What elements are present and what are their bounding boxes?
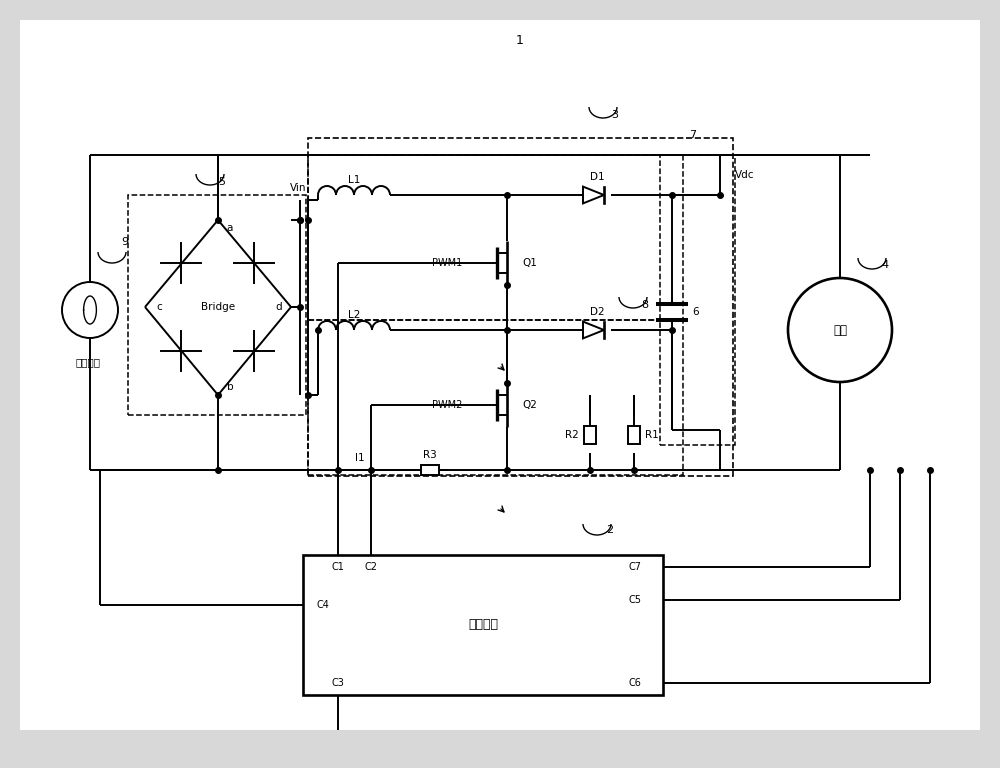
Text: 9: 9 (121, 237, 129, 247)
Text: c: c (156, 302, 162, 312)
Text: 主控芯片: 主控芯片 (468, 618, 498, 631)
Bar (584, 426, 596, 444)
Bar (308, 155, 683, 320)
Text: Vdc: Vdc (735, 170, 755, 180)
Text: 4: 4 (881, 260, 889, 270)
Text: L2: L2 (348, 310, 360, 320)
Text: I1: I1 (355, 453, 365, 463)
Text: Vin: Vin (290, 183, 306, 193)
Text: Q2: Q2 (522, 400, 537, 410)
Text: D2: D2 (590, 307, 604, 317)
Bar (308, 138, 733, 476)
Text: C5: C5 (629, 595, 642, 605)
Text: 交流电源: 交流电源 (76, 357, 100, 367)
Text: 负载: 负载 (833, 323, 847, 336)
Text: d: d (276, 302, 282, 312)
Text: 5: 5 (218, 177, 226, 187)
Text: C7: C7 (629, 562, 642, 572)
Text: b: b (227, 382, 233, 392)
Polygon shape (583, 187, 604, 204)
Text: C4: C4 (317, 600, 329, 610)
Text: R3: R3 (423, 450, 437, 460)
Bar (128, 195, 306, 415)
Polygon shape (583, 322, 604, 339)
Bar (628, 426, 640, 444)
Text: 1: 1 (516, 34, 524, 47)
Text: R1: R1 (645, 430, 659, 440)
Text: C2: C2 (364, 562, 378, 572)
Text: a: a (227, 223, 233, 233)
Text: 3: 3 (612, 110, 618, 120)
Bar (421, 465, 439, 475)
Text: C6: C6 (629, 678, 641, 688)
Text: C1: C1 (332, 562, 344, 572)
Text: PWM2: PWM2 (432, 400, 462, 410)
Text: L1: L1 (348, 175, 360, 185)
Text: 7: 7 (689, 130, 697, 140)
Text: R2: R2 (565, 430, 579, 440)
Text: D1: D1 (590, 172, 604, 182)
Text: Bridge: Bridge (201, 302, 235, 312)
Bar (660, 155, 735, 445)
Text: 2: 2 (606, 525, 614, 535)
Bar (303, 555, 663, 695)
Text: C3: C3 (332, 678, 344, 688)
Text: PWM1: PWM1 (432, 258, 462, 268)
Text: 6: 6 (692, 307, 699, 317)
Bar (308, 320, 683, 475)
Text: 8: 8 (641, 300, 649, 310)
Text: Q1: Q1 (522, 258, 537, 268)
